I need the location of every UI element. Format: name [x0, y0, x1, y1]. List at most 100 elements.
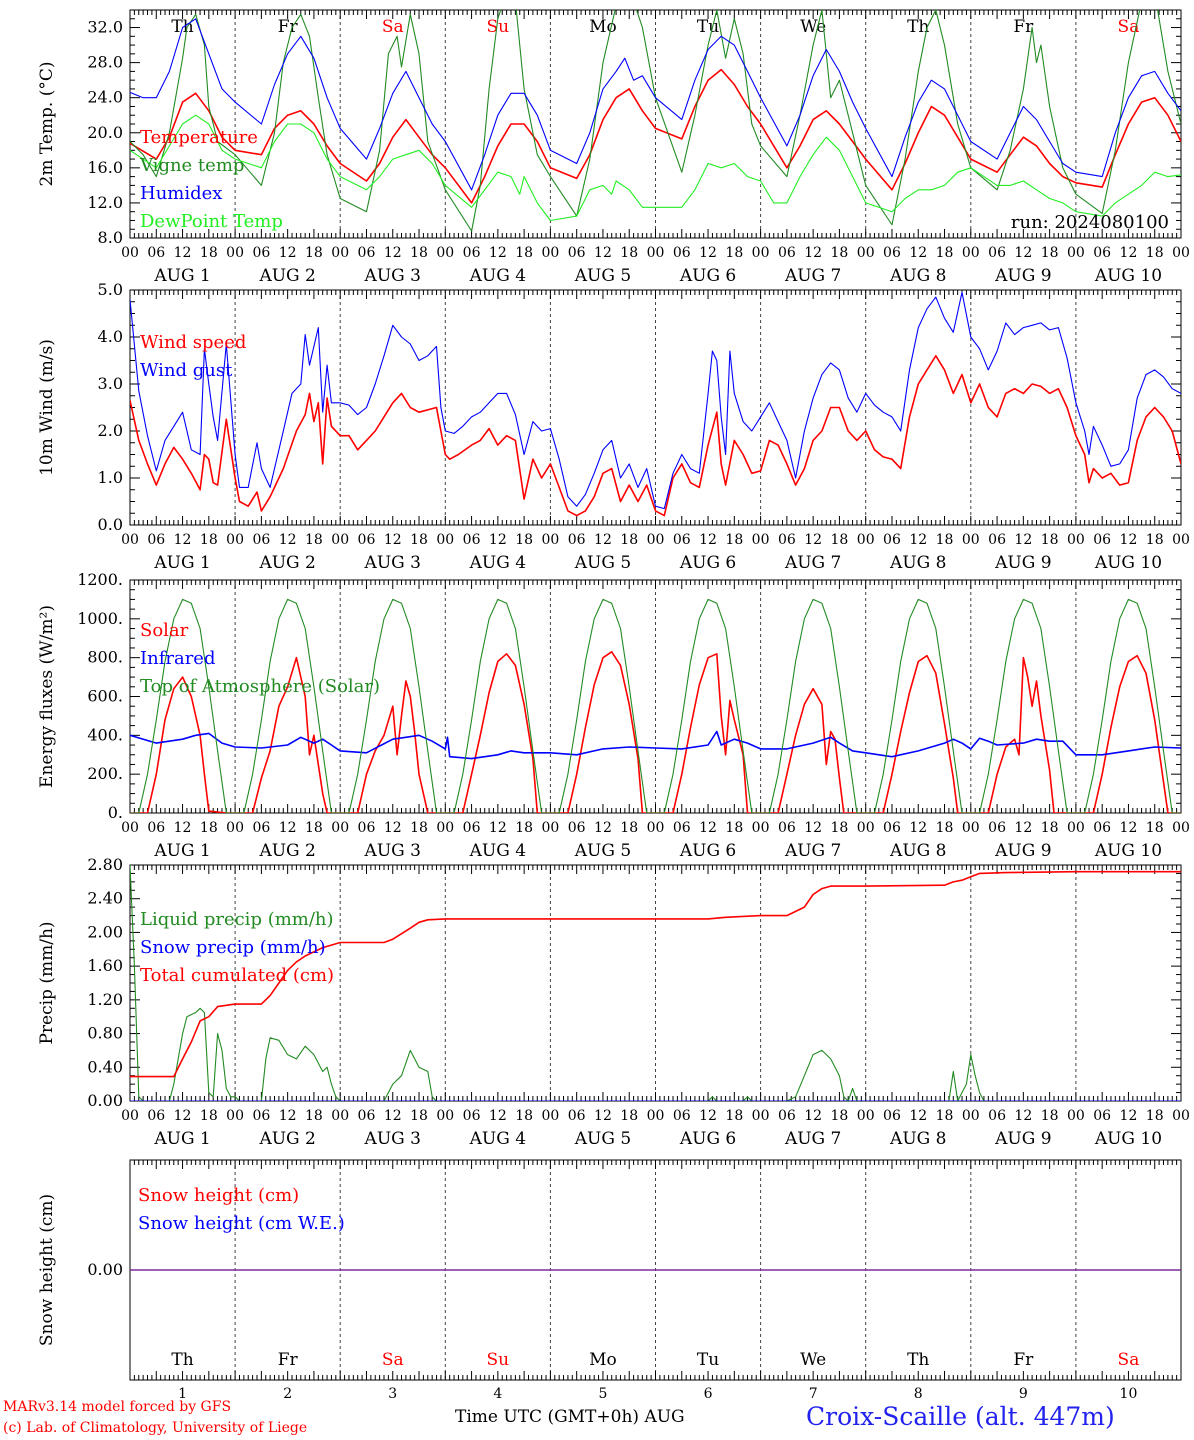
x-date-label: AUG 2: [258, 1129, 315, 1149]
x-hour-label: 12: [174, 245, 192, 261]
x-hour-label: 00: [436, 532, 454, 548]
x-hour-label: 18: [936, 1108, 954, 1124]
x-date-label: AUG 5: [574, 1129, 631, 1149]
x-date-label: AUG 9: [994, 1129, 1051, 1149]
x-hour-label: 18: [620, 1108, 638, 1124]
x-hour-label: 12: [909, 532, 927, 548]
x-hour-label: 18: [1041, 245, 1059, 261]
x-hour-label: 06: [673, 1108, 691, 1124]
y-tick-label: 8.0: [98, 228, 123, 247]
x-hour-label: 12: [1120, 532, 1138, 548]
x-hour-label: 06: [1093, 1108, 1111, 1124]
x-hour-label: 06: [358, 1108, 376, 1124]
day-of-week-label: Fr: [278, 17, 299, 37]
x-date-label: AUG 10: [1094, 1129, 1162, 1149]
y-tick-label: 20.0: [87, 123, 123, 142]
x-hour-label: 12: [1014, 245, 1032, 261]
chart-panel-4: 0.00 0.40 0.80 1.20 1.60 2.00 2.40 2.80 Precip (…: [37, 855, 1190, 1149]
day-of-week-label: Su: [487, 1350, 510, 1370]
x-hour-label: 12: [174, 532, 192, 548]
x-hour-label: 18: [200, 820, 218, 836]
x-date-label: AUG 1: [153, 266, 210, 286]
x-hour-label: 18: [1041, 532, 1059, 548]
x-hour-label: 18: [515, 820, 533, 836]
x-date-label: AUG 4: [469, 1129, 526, 1149]
series-group: [130, 10, 1181, 232]
x-hour-label: 00: [752, 820, 770, 836]
y-tick-label: 24.0: [87, 88, 123, 107]
x-date-label: AUG 4: [469, 553, 526, 573]
x-hour-label: 06: [673, 820, 691, 836]
x-hour-label: 00: [436, 245, 454, 261]
x-date-label: 4: [493, 1386, 502, 1402]
x-hour-label: 00: [1067, 1108, 1085, 1124]
x-date-label: AUG 2: [258, 841, 315, 861]
x-hour-label: 00: [436, 1108, 454, 1124]
chart-panel-5: 0.00 Snow height (cm) Snow height (cm) Snow…: [37, 1159, 1182, 1402]
x-hour-label: 12: [699, 820, 717, 836]
x-hour-label: 12: [384, 1108, 402, 1124]
x-hour-label: 18: [200, 1108, 218, 1124]
x-hour-label: 00: [541, 245, 559, 261]
x-date-label: AUG 2: [258, 553, 315, 573]
x-hour-label: 00: [541, 1108, 559, 1124]
y-tick-label: 4.0: [98, 327, 123, 346]
series-line: [130, 870, 1181, 1078]
x-hour-label: 06: [147, 532, 165, 548]
x-hour-label: 12: [279, 532, 297, 548]
x-date-label: AUG 7: [784, 553, 841, 573]
y-tick-label: 12.0: [87, 193, 123, 212]
legend-entry: Liquid precip (mm/h): [140, 909, 334, 930]
y-tick-label: 0.0: [98, 515, 123, 534]
x-hour-label: 06: [883, 820, 901, 836]
x-hour-label: 00: [962, 1108, 980, 1124]
x-hour-label: 06: [252, 532, 270, 548]
x-hour-label: 18: [1146, 1108, 1164, 1124]
x-hour-label: 00: [331, 532, 349, 548]
x-hour-label: 00: [647, 820, 665, 836]
x-hour-label: 00: [121, 820, 139, 836]
x-hour-label: 00: [226, 532, 244, 548]
x-hour-label: 18: [305, 532, 323, 548]
x-hour-label: 00: [1067, 245, 1085, 261]
x-hour-label: 06: [463, 245, 481, 261]
x-date-label: 9: [1019, 1386, 1028, 1402]
x-hour-label: 00: [857, 1108, 875, 1124]
run-annotation: run: 2024080100: [1011, 212, 1169, 233]
series-line: [130, 730, 1181, 760]
x-hour-label: 12: [804, 820, 822, 836]
x-hour-label: 12: [909, 1108, 927, 1124]
x-hour-label: 06: [673, 532, 691, 548]
x-hour-label: 18: [936, 532, 954, 548]
y-tick-label: 0.80: [87, 1024, 123, 1043]
series-line: [130, 18, 1181, 191]
x-date-label: AUG 1: [153, 1129, 210, 1149]
x-hour-label: 00: [752, 532, 770, 548]
x-hour-label: 00: [226, 245, 244, 261]
x-hour-label: 12: [699, 1108, 717, 1124]
x-hour-label: 18: [305, 245, 323, 261]
chart-panel-2: 0.0 1.0 2.0 3.0 4.0 5.0 10m Wind (m/s) 00 06 12 18…: [37, 280, 1190, 573]
x-hour-label: 12: [1014, 1108, 1032, 1124]
x-hour-label: 12: [489, 820, 507, 836]
x-hour-label: 18: [410, 820, 428, 836]
x-hour-label: 00: [331, 820, 349, 836]
x-hour-label: 18: [725, 820, 743, 836]
x-hour-label: 12: [384, 245, 402, 261]
x-hour-label: 18: [515, 532, 533, 548]
x-hour-label: 06: [358, 820, 376, 836]
x-hour-label: 00: [436, 820, 454, 836]
y-tick-label: 5.0: [98, 280, 123, 299]
y-axis-title: Energy fluxes (W/m²): [37, 605, 57, 788]
y-axis-title: Snow height (cm): [37, 1194, 57, 1346]
y-tick-label: 1.60: [87, 956, 123, 975]
x-hour-label: 00: [1172, 820, 1190, 836]
x-date-label: 10: [1120, 1386, 1138, 1402]
x-hour-label: 06: [988, 1108, 1006, 1124]
x-hour-label: 12: [384, 820, 402, 836]
x-hour-label: 18: [200, 245, 218, 261]
x-hour-label: 12: [489, 532, 507, 548]
x-date-label: AUG 6: [679, 1129, 736, 1149]
x-date-label: AUG 10: [1094, 841, 1162, 861]
